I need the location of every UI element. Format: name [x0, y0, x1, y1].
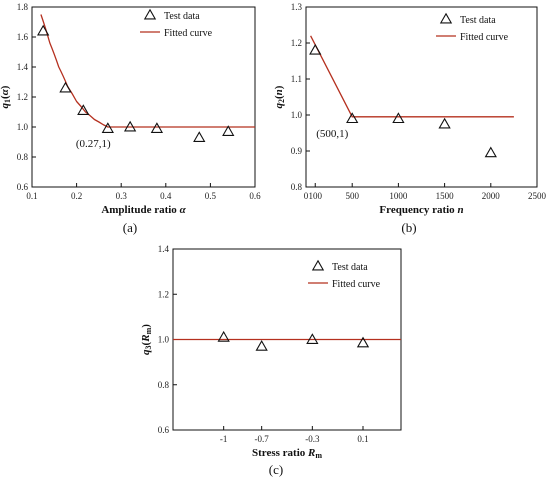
y-tick-label: 0.9 [291, 146, 303, 156]
y-tick-label: 0.8 [17, 152, 29, 162]
y-axis-label: q2(n) [273, 85, 286, 108]
legend-label-test: Test data [460, 15, 496, 26]
test-data-point [217, 330, 230, 342]
y-tick-label: 1.6 [17, 32, 29, 42]
test-data-point [150, 122, 164, 133]
x-tick-label: 0.5 [205, 191, 217, 201]
y-tick-label: 1.2 [17, 92, 28, 102]
test-data-point [346, 112, 359, 124]
annotation-label: (500,1) [316, 128, 348, 140]
panel-label: (c) [269, 462, 283, 477]
x-tick-label: 0.3 [116, 191, 128, 201]
plot-frame [31, 6, 256, 188]
x-tick-label: 1500 [436, 191, 455, 201]
legend-label-test: Test data [332, 262, 368, 273]
x-tick-label: 0.1 [26, 191, 37, 201]
x-tick-label: 0.2 [71, 191, 82, 201]
y-tick-label: 0.8 [291, 182, 303, 192]
x-tick-label: 2500 [528, 191, 547, 201]
y-tick-label: 1.2 [291, 38, 302, 48]
legend: Test data Fitted curve [140, 8, 213, 39]
x-tick-label: -1 [220, 434, 228, 444]
y-tick-label: 1.3 [291, 2, 303, 12]
fitted-curve-line [310, 35, 514, 118]
chart-b: 0 100 500 1000 1500 2000 2500 0.8 0.9 1.0 1.1 1.2 1.… [273, 2, 547, 235]
chart-c: -1 -0.7 -0.3 0.1 0.6 0.8 1.0 1.2 1.4 Stress ratio… [140, 244, 402, 477]
x-tick-label: -0.3 [305, 434, 320, 444]
x-tick-label: 0.1 [357, 434, 368, 444]
x-axis-label: Amplitude ratio α [101, 204, 186, 216]
x-tick-label: 0.4 [160, 191, 172, 201]
x-tick-label: 100 [308, 191, 322, 201]
legend-marker-test [143, 8, 157, 20]
test-data-point [438, 117, 451, 129]
x-axis-label: Frequency ratio n [379, 204, 463, 216]
plot-frame [305, 6, 538, 188]
panel-label: (a) [123, 220, 137, 235]
legend-label-fit: Fitted curve [460, 32, 509, 43]
legend-label-fit: Fitted curve [164, 28, 213, 39]
test-data-point [222, 125, 235, 136]
y-axis-label: q3(Rm) [140, 324, 153, 355]
y-tick-label: 0.6 [158, 425, 170, 435]
y-tick-label: 1.0 [158, 335, 170, 345]
y-tick-label: 1.2 [158, 289, 169, 299]
fitted-curve-line [40, 14, 255, 128]
x-axis-label: Stress ratio Rm [252, 447, 322, 460]
test-data-point [392, 112, 405, 124]
test-data-point [123, 120, 137, 132]
y-tick-label: 1.0 [291, 110, 303, 120]
test-data-point [59, 81, 72, 93]
chart-a: 0.1 0.2 0.3 0.4 0.5 0.6 0.6 0.8 1.0 1.2 1.4 1.6 1.8 A… [0, 2, 261, 235]
legend: Test data Fitted curve [436, 12, 509, 43]
x-tick-label: 500 [345, 191, 359, 201]
legend-marker-test [439, 12, 453, 24]
y-tick-label: 0.8 [158, 380, 170, 390]
test-data-point [356, 336, 370, 348]
test-data-point [101, 122, 114, 133]
y-tick-label: 1.4 [17, 62, 29, 72]
panel-label: (b) [401, 220, 416, 235]
x-tick-label: -0.7 [255, 434, 270, 444]
legend-label-test: Test data [164, 11, 200, 22]
test-data-point [255, 339, 268, 351]
x-tick-label: 2000 [482, 191, 501, 201]
test-data-point [77, 104, 90, 115]
x-tick-label: 1000 [389, 191, 408, 201]
test-data-point [37, 24, 50, 36]
chart-panels: 0.1 0.2 0.3 0.4 0.5 0.6 0.6 0.8 1.0 1.2 1.4 1.6 1.8 A… [0, 2, 547, 477]
test-data-point [306, 333, 319, 344]
legend-marker-test [311, 259, 325, 271]
y-tick-label: 1.8 [17, 2, 29, 12]
y-tick-label: 1.4 [158, 244, 170, 254]
y-axis-label: q1(α) [0, 85, 12, 108]
y-tick-label: 1.1 [291, 74, 302, 84]
legend: Test data Fitted curve [308, 259, 381, 290]
test-data-point [309, 43, 322, 55]
x-tick-label: 0 [304, 191, 309, 201]
y-tick-label: 1.0 [17, 122, 29, 132]
test-data-point [193, 131, 206, 142]
x-tick-label: 0.6 [249, 191, 261, 201]
legend-label-fit: Fitted curve [332, 279, 381, 290]
y-tick-label: 0.6 [17, 182, 29, 192]
annotation-label: (0.27,1) [76, 138, 111, 150]
test-data-point [484, 146, 497, 158]
